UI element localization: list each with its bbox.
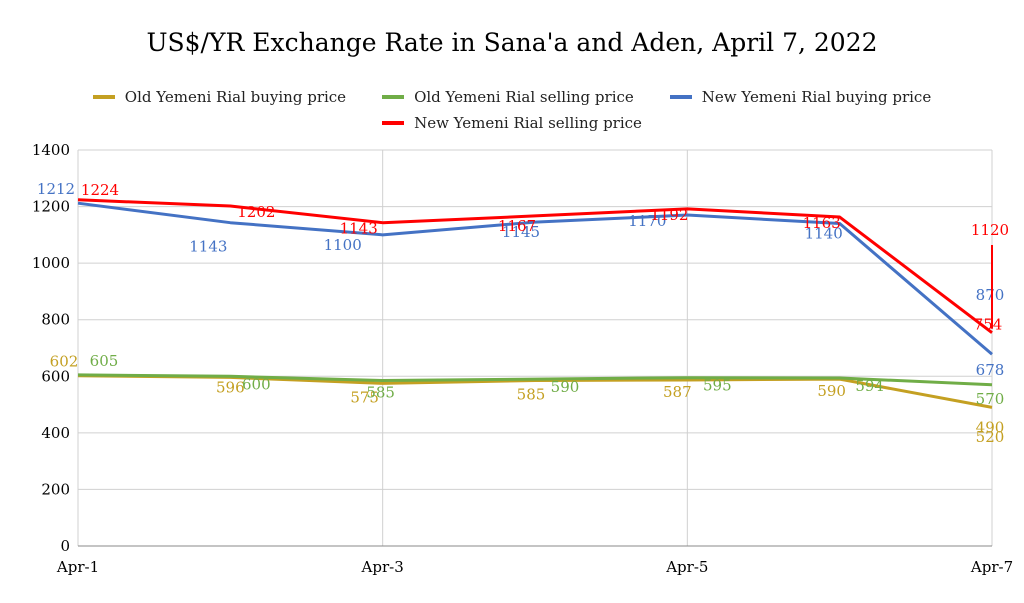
data-label: 587 [663,383,692,401]
data-label: 1140 [805,225,843,243]
data-label: 585 [366,384,395,402]
legend-label-old-buying: Old Yemeni Rial buying price [124,88,347,106]
annotation-label: 870 [976,286,1005,304]
y-tick-label: 600 [41,367,70,385]
series-line-3 [77,198,993,334]
legend-item-old-selling: Old Yemeni Rial selling price [382,88,634,106]
legend-swatch-new-buying [669,95,692,99]
data-label: 1163 [803,214,841,232]
y-tick-label: 400 [41,424,70,442]
legend-swatch-old-buying [92,95,115,99]
data-label: 1143 [340,220,378,238]
y-tick-label: 800 [41,311,70,329]
series-line-1 [77,373,993,387]
legend-label-new-buying: New Yemeni Rial buying price [701,88,932,106]
y-tick-label: 200 [41,480,70,498]
y-tick-label: 1000 [32,254,70,272]
data-label: 605 [90,352,119,370]
data-label: 1145 [502,223,540,241]
chart-title: US$/YR Exchange Rate in Sana'a and Aden,… [146,28,878,57]
data-label: 570 [976,390,1005,408]
data-label: 1100 [324,236,362,254]
data-label: 1202 [237,203,275,221]
data-label: 590 [817,382,846,400]
legend-swatch-new-selling [382,121,405,125]
legend-item-old-buying: Old Yemeni Rial buying price [92,88,347,106]
data-label: 1224 [81,181,119,199]
y-tick-label: 1200 [32,198,70,216]
data-label: 754 [974,316,1003,334]
legend-item-new-buying: New Yemeni Rial buying price [669,88,932,106]
data-label: 596 [216,378,245,396]
y-tick-label: 0 [60,537,70,555]
data-label: 585 [517,386,546,404]
legend-row-1: Old Yemeni Rial buying price Old Yemeni … [0,84,1024,110]
legend: Old Yemeni Rial buying price Old Yemeni … [0,84,1024,136]
data-label: 595 [703,377,732,395]
data-label: 490 [976,418,1005,436]
y-tick-label: 1400 [32,141,70,159]
legend-label-new-selling: New Yemeni Rial selling price [414,114,642,132]
x-tick-label: Apr-5 [665,558,708,576]
data-label: 590 [551,378,580,396]
data-label: 678 [976,361,1005,379]
data-label: 600 [242,375,271,393]
x-tick-label: Apr-1 [56,558,99,576]
data-label: 1167 [498,217,536,235]
series-line-2 [77,201,993,356]
data-label: 1212 [37,180,75,198]
legend-row-2: New Yemeni Rial selling price [0,110,1024,136]
data-label: 1143 [189,238,227,256]
legend-swatch-old-selling [382,95,405,99]
legend-label-old-selling: Old Yemeni Rial selling price [414,88,634,106]
x-tick-label: Apr-3 [361,558,404,576]
data-label: 602 [50,353,79,371]
data-label: 1192 [650,206,688,224]
data-label: 575 [350,388,379,406]
annotation-label: 1120 [971,221,1009,239]
legend-item-new-selling: New Yemeni Rial selling price [382,114,642,132]
data-label: 594 [855,377,884,395]
x-tick-label: Apr-7 [970,558,1013,576]
annotation-label: 520 [976,428,1005,446]
data-label: 1170 [628,212,666,230]
